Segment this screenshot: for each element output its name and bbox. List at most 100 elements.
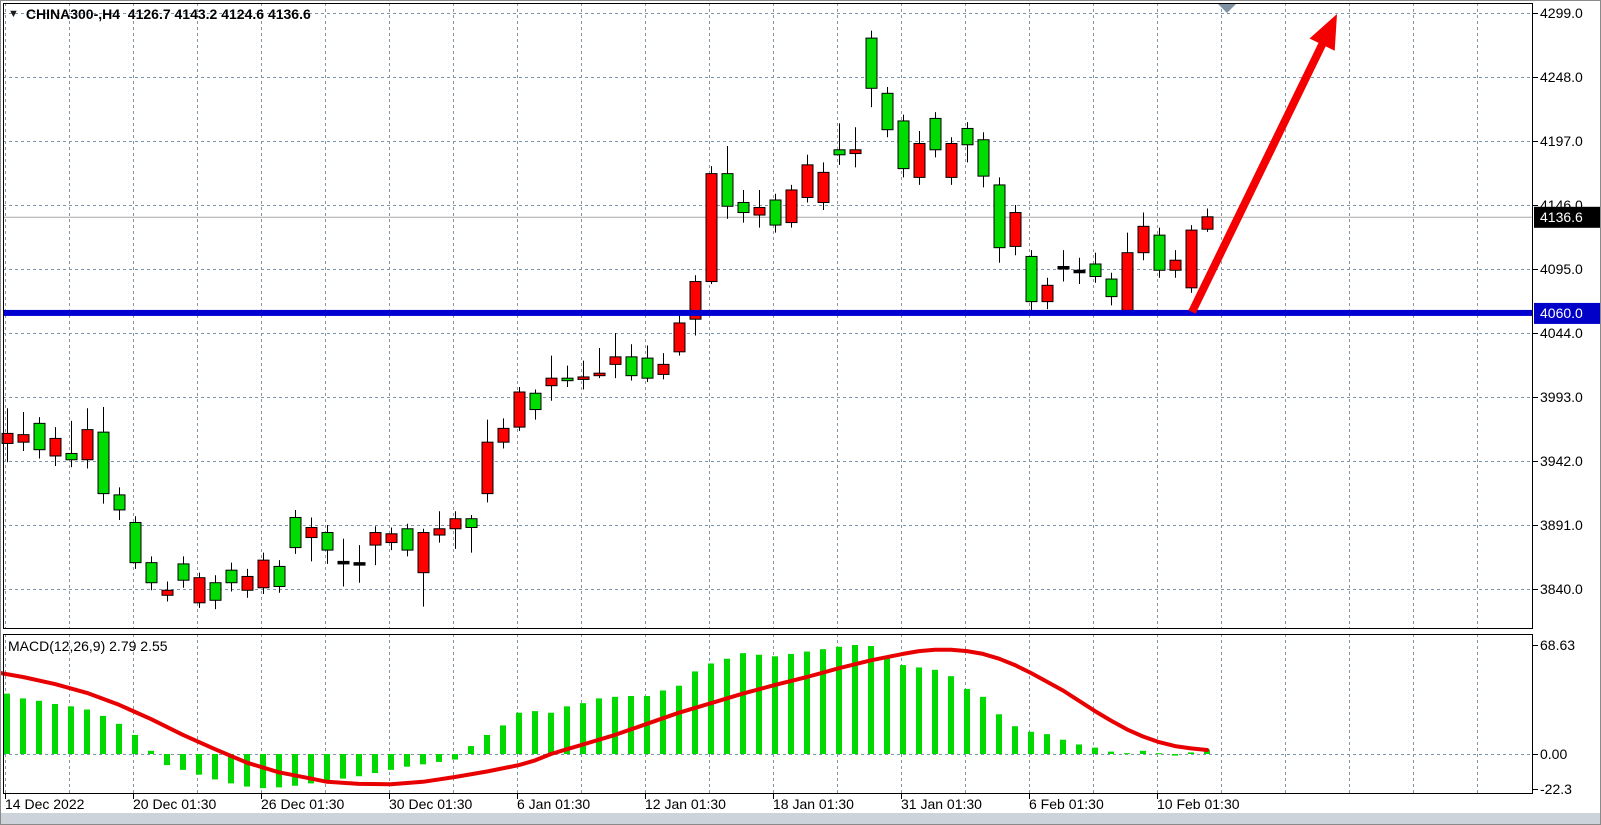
candle-body (257, 559, 270, 589)
macd-histogram-bar (772, 656, 778, 754)
macd-histogram-bar (212, 754, 218, 780)
macd-histogram-bar (1188, 752, 1194, 754)
macd-histogram-bar (676, 685, 682, 754)
candle-body (737, 201, 750, 214)
price-axis-label: 3891.0 (1540, 517, 1583, 533)
trend-arrow-head[interactable] (1309, 14, 1337, 51)
macd-histogram-bar (228, 754, 234, 784)
macd-histogram-bar (36, 700, 42, 754)
candle-body (641, 357, 654, 379)
candle-body (273, 565, 286, 587)
macd-histogram-bar (612, 696, 618, 754)
candle-body (977, 139, 990, 177)
macd-histogram-bar (1028, 731, 1034, 754)
candle-body (465, 518, 478, 529)
macd-histogram-bar (836, 646, 842, 754)
candle-body (561, 377, 574, 382)
candle-body (673, 322, 686, 353)
macd-histogram-bar (596, 698, 602, 754)
macd-histogram-bar (372, 754, 378, 774)
macd-histogram-bar (20, 698, 26, 754)
candle-body (241, 575, 254, 591)
macd-histogram-bar (404, 754, 410, 767)
macd-histogram-bar (500, 725, 506, 754)
macd-histogram-bar (1012, 726, 1018, 754)
candle-body (657, 363, 670, 375)
horizontal-level-line[interactable] (3, 309, 1533, 316)
candle-body (1153, 234, 1166, 271)
candle-body (801, 164, 814, 198)
macd-histogram-bar (484, 734, 490, 754)
macd-histogram-bar (884, 657, 890, 754)
macd-histogram-bar (708, 663, 714, 754)
macd-histogram-bar (996, 714, 1002, 754)
macd-histogram-bar (196, 754, 202, 775)
main-panel-border (3, 3, 1533, 629)
macd-histogram-bar (468, 746, 474, 754)
time-axis-label: 12 Jan 01:30 (645, 796, 726, 812)
macd-histogram-bar (1156, 753, 1162, 755)
macd-histogram-bar (948, 676, 954, 754)
candle-body (305, 527, 318, 539)
macd-histogram-bar (180, 754, 186, 770)
trend-arrow-shaft[interactable] (1188, 37, 1329, 314)
candle-body (401, 528, 414, 551)
candle-body (1025, 255, 1038, 303)
macd-histogram-bar (1108, 751, 1114, 754)
candle-body (817, 171, 830, 203)
time-axis-scale[interactable] (0, 794, 1533, 814)
candle-body (225, 569, 238, 584)
candle-body (33, 422, 46, 451)
price-axis-label: 3840.0 (1540, 581, 1583, 597)
macd-histogram-bar (852, 645, 858, 754)
macd-histogram-bar (964, 688, 970, 754)
macd-histogram-bar (84, 709, 90, 754)
level-price-badge (1534, 302, 1600, 324)
price-axis-label: 3993.0 (1540, 389, 1583, 405)
price-axis-scale[interactable] (1533, 0, 1601, 794)
macd-histogram-bar (756, 654, 762, 754)
symbol-dropdown-icon[interactable]: ▼ (8, 7, 19, 20)
candle-body (337, 560, 350, 565)
candle-body (161, 589, 174, 596)
time-axis-label: 30 Dec 01:30 (389, 796, 472, 812)
chart-shift-marker-icon[interactable] (1218, 4, 1236, 13)
macd-histogram-bar (692, 671, 698, 754)
time-axis-label: 26 Dec 01:30 (261, 796, 344, 812)
candle-body (913, 143, 926, 178)
macd-histogram-bar (260, 754, 266, 789)
macd-histogram-bar (900, 665, 906, 754)
macd-histogram-bar (868, 646, 874, 754)
macd-histogram-bar (4, 693, 10, 754)
candle-body (689, 281, 702, 320)
macd-histogram-bar (1060, 739, 1066, 754)
time-axis-label: 10 Feb 01:30 (1157, 796, 1240, 812)
macd-histogram-bar (916, 667, 922, 754)
macd-histogram-bar (660, 690, 666, 754)
macd-histogram-bar (292, 754, 298, 786)
candle-body (705, 173, 718, 283)
candle-body (81, 429, 94, 461)
candle-body (65, 452, 78, 461)
macd-histogram-bar (1172, 754, 1178, 756)
macd-histogram-bar (564, 706, 570, 754)
macd-histogram-bar (388, 754, 394, 770)
macd-histogram-bar (148, 750, 154, 754)
macd-histogram-bar (980, 696, 986, 754)
macd-histogram-bar (340, 754, 346, 779)
candle-body (993, 184, 1006, 249)
macd-histogram-bar (308, 754, 314, 784)
time-axis-label: 14 Dec 2022 (5, 796, 85, 812)
candle-body (449, 518, 462, 530)
candle-body (593, 372, 606, 377)
macd-axis-label: 0.00 (1540, 746, 1567, 762)
candle-body (529, 392, 542, 411)
price-axis-label: 4248.0 (1540, 69, 1583, 85)
candle-body (369, 532, 382, 546)
candle-body (897, 120, 910, 170)
price-axis-label: 4044.0 (1540, 325, 1583, 341)
candle-body (625, 356, 638, 377)
